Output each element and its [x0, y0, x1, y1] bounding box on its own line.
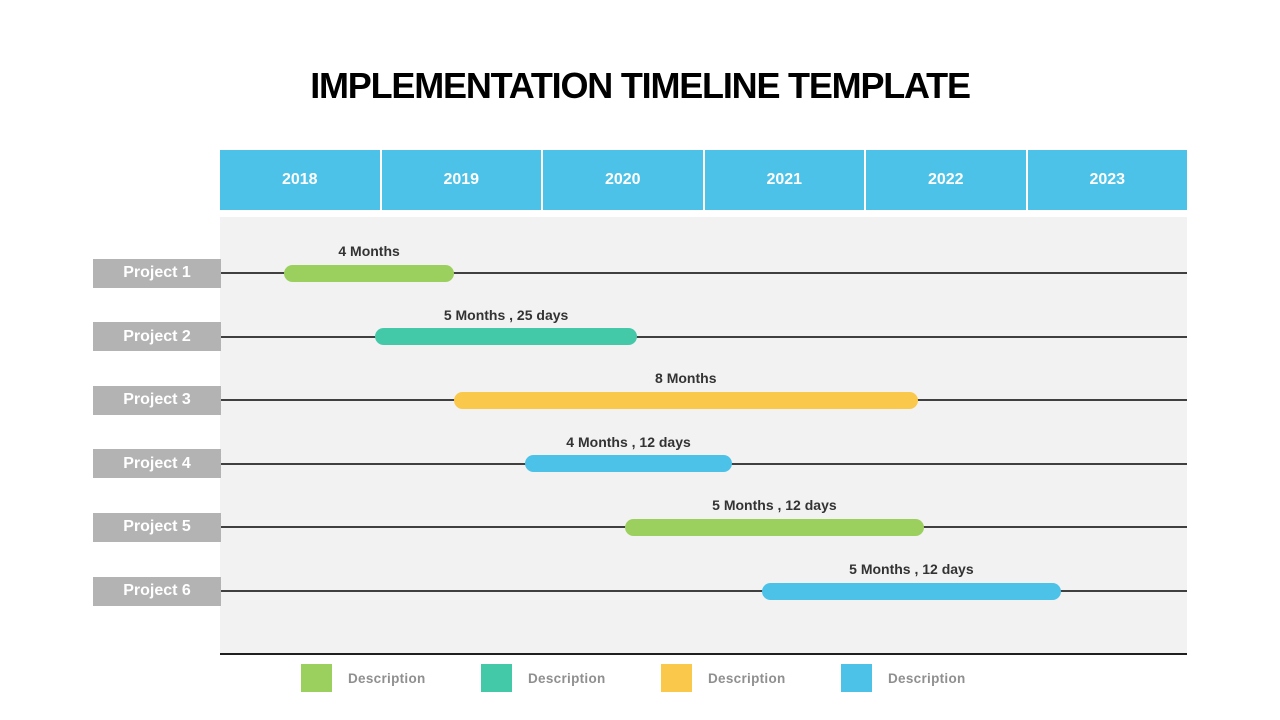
row-line	[220, 590, 1187, 592]
legend-label: Description	[528, 670, 606, 686]
legend-label: Description	[708, 670, 786, 686]
gantt-bar	[284, 264, 454, 282]
legend-item: Description	[841, 664, 1021, 692]
project-row-label: Project 3	[93, 385, 221, 415]
bar-duration-label: 5 Months , 12 days	[849, 561, 974, 577]
legend-item: Description	[481, 664, 661, 692]
row-line	[220, 335, 1187, 338]
legend-item: Description	[301, 664, 481, 692]
project-row-label: Project 4	[93, 449, 221, 479]
bar-duration-label: 5 Months , 25 days	[443, 306, 569, 323]
year-header-cell: 2021	[704, 150, 866, 210]
legend-label: Description	[888, 670, 966, 686]
year-header-cell: 2020	[543, 150, 705, 210]
legend-label: Description	[348, 670, 426, 686]
gantt-bar	[453, 391, 918, 409]
project-row-label: Project 6	[93, 576, 221, 606]
row-line	[220, 272, 1187, 274]
chart-area: 4 Months 5 Months , 25 days 8 Months 4 Mont…	[220, 217, 1187, 655]
year-header-cell: 2023	[1027, 150, 1187, 210]
legend-swatch	[661, 664, 692, 692]
bar-duration-label: 4 Months	[338, 243, 400, 259]
project-row-label: Project 5	[93, 512, 221, 542]
year-header-cell: 2022	[866, 150, 1028, 210]
bar-duration-label: 8 Months	[655, 370, 717, 387]
legend-swatch	[481, 664, 512, 692]
bar-duration-label: 5 Months , 12 days	[712, 497, 837, 514]
year-header-cell: 2019	[381, 150, 543, 210]
gantt-bar	[624, 518, 925, 536]
legend-swatch	[841, 664, 872, 692]
gantt-bar	[374, 328, 638, 346]
legend: Description Description Description Descrip…	[301, 664, 1021, 692]
gantt-bar	[761, 582, 1062, 600]
project-row-label: Project 1	[93, 258, 221, 288]
legend-swatch	[301, 664, 332, 692]
bar-duration-label: 4 Months , 12 days	[566, 433, 691, 450]
legend-item: Description	[661, 664, 841, 692]
page-title: IMPLEMENTATION TIMELINE TEMPLATE	[310, 65, 971, 106]
year-header: 2018 2019 2020 2021 2022 2023	[220, 150, 1187, 210]
gantt-bar	[524, 455, 733, 473]
year-header-cell: 2018	[220, 150, 382, 210]
project-row-label: Project 2	[93, 322, 221, 352]
